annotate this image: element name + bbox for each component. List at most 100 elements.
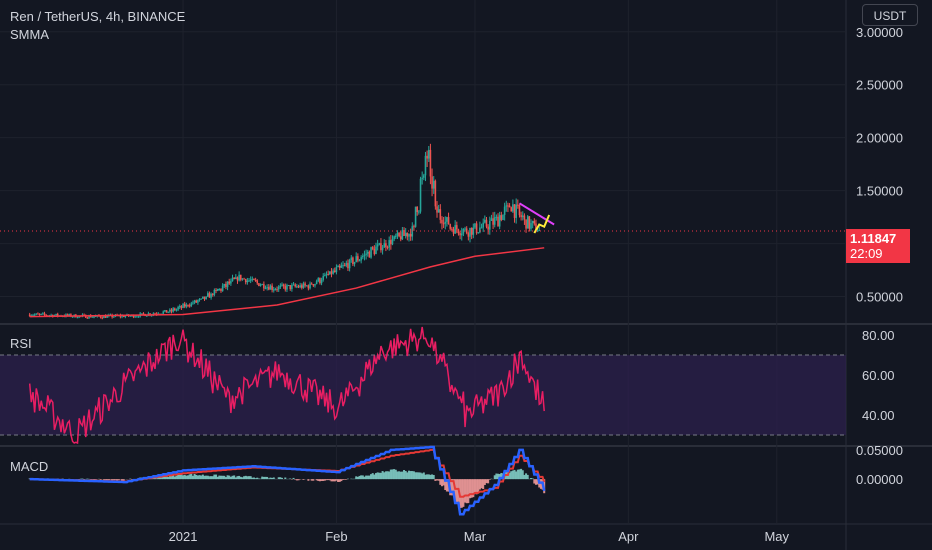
candle-body: [386, 247, 389, 249]
macd-histogram-bar: [315, 479, 318, 481]
candle-body: [178, 306, 181, 308]
macd-histogram-bar: [360, 475, 363, 480]
macd-histogram-bar: [193, 473, 196, 480]
candle-body: [322, 275, 325, 280]
candle-body: [482, 222, 484, 228]
candle-body: [431, 176, 433, 189]
macd-histogram-bar: [163, 476, 166, 480]
macd-histogram-bar: [335, 479, 338, 481]
candle-body: [416, 206, 419, 213]
macd-histogram-bar: [86, 478, 89, 480]
macd-histogram-bar: [196, 475, 199, 480]
candle-body: [314, 284, 316, 286]
candle-body: [324, 275, 326, 277]
macd-histogram-bar: [470, 479, 473, 498]
candle-body: [71, 316, 74, 318]
candle-body: [256, 280, 259, 284]
candle-body: [284, 286, 287, 290]
macd-histogram-bar: [462, 479, 465, 507]
last-price: 1.11847: [850, 231, 897, 246]
candle-body: [310, 283, 313, 285]
macd-tick-label: 0.05000: [856, 443, 903, 458]
candle-body: [436, 206, 438, 213]
candle-body: [50, 314, 52, 316]
candle-body: [399, 236, 402, 240]
macd-histogram-bar: [523, 474, 526, 480]
candle-body: [442, 223, 445, 225]
macd-histogram-bar: [238, 475, 241, 480]
trendline-drawing: [518, 202, 555, 226]
candle-body: [276, 289, 278, 291]
candle-body: [446, 217, 448, 222]
candle-body: [480, 227, 483, 229]
macd-histogram-bar: [261, 476, 264, 480]
candle-body: [368, 251, 371, 258]
candle-body: [228, 281, 231, 284]
smma-line: [29, 247, 545, 318]
candle-body: [517, 204, 519, 206]
macd-histogram-bar: [310, 479, 313, 481]
rsi-pane-title: RSI: [10, 336, 32, 351]
candle-body: [235, 277, 237, 279]
candle-body: [404, 232, 407, 236]
candle-body: [492, 218, 494, 225]
candle-body: [488, 220, 491, 230]
macd-histogram-bar: [365, 475, 368, 480]
candle-body: [175, 309, 178, 311]
macd-histogram-bar: [533, 479, 536, 484]
candle-body: [365, 253, 367, 255]
macd-histogram-bar: [368, 475, 371, 480]
macd-histogram-bar: [170, 475, 173, 480]
macd-histogram-bar: [81, 478, 84, 480]
macd-histogram-bar: [121, 479, 124, 481]
macd-histogram-bar: [185, 475, 188, 480]
macd-histogram-bar: [516, 469, 519, 480]
macd-histogram-bar: [182, 475, 185, 480]
macd-histogram-bar: [281, 477, 283, 480]
macd-histogram-bar: [229, 476, 232, 480]
macd-histogram-bar: [322, 479, 325, 481]
candle-body: [300, 285, 303, 288]
macd-histogram-bar: [244, 475, 247, 480]
candle-body: [523, 215, 526, 220]
price-tick-label: 3.00000: [856, 25, 903, 40]
candle-body: [340, 265, 343, 268]
macd-histogram-bar: [318, 479, 321, 482]
candle-body: [281, 284, 283, 286]
macd-histogram-bar: [534, 479, 537, 485]
macd-histogram-bar: [246, 476, 249, 480]
candle-body: [475, 223, 478, 233]
macd-histogram-bar: [442, 479, 445, 486]
macd-histogram-bar: [445, 479, 448, 492]
macd-histogram-bar: [284, 477, 287, 480]
candle-body: [398, 232, 400, 237]
candle-body: [465, 228, 468, 234]
macd-histogram-bar: [473, 479, 476, 494]
macd-histogram-bar: [401, 471, 404, 480]
candle-body: [348, 260, 351, 269]
candle-body: [497, 216, 499, 227]
candle-body: [462, 229, 465, 234]
candle-body: [403, 230, 405, 236]
macd-histogram-bar: [267, 478, 270, 480]
candle-body: [330, 271, 333, 274]
candle-body: [434, 180, 437, 207]
macd-histogram-bar: [228, 475, 231, 480]
macd-histogram-bar: [337, 479, 340, 482]
candle-body: [373, 248, 376, 255]
macd-histogram-bar: [388, 471, 391, 480]
candle-body: [375, 246, 377, 255]
candle-body: [86, 317, 89, 319]
macd-histogram-bar: [173, 476, 176, 480]
macd-histogram-bar: [114, 479, 117, 481]
macd-histogram-bar: [198, 475, 201, 480]
macd-histogram-bar: [477, 479, 480, 493]
currency-button[interactable]: USDT: [862, 4, 918, 26]
macd-histogram-bar: [252, 477, 255, 480]
candle-body: [485, 219, 488, 227]
candle-body: [444, 221, 447, 224]
macd-histogram-bar: [241, 477, 244, 480]
macd-histogram-bar: [366, 475, 369, 480]
macd-histogram-bar: [454, 479, 457, 503]
